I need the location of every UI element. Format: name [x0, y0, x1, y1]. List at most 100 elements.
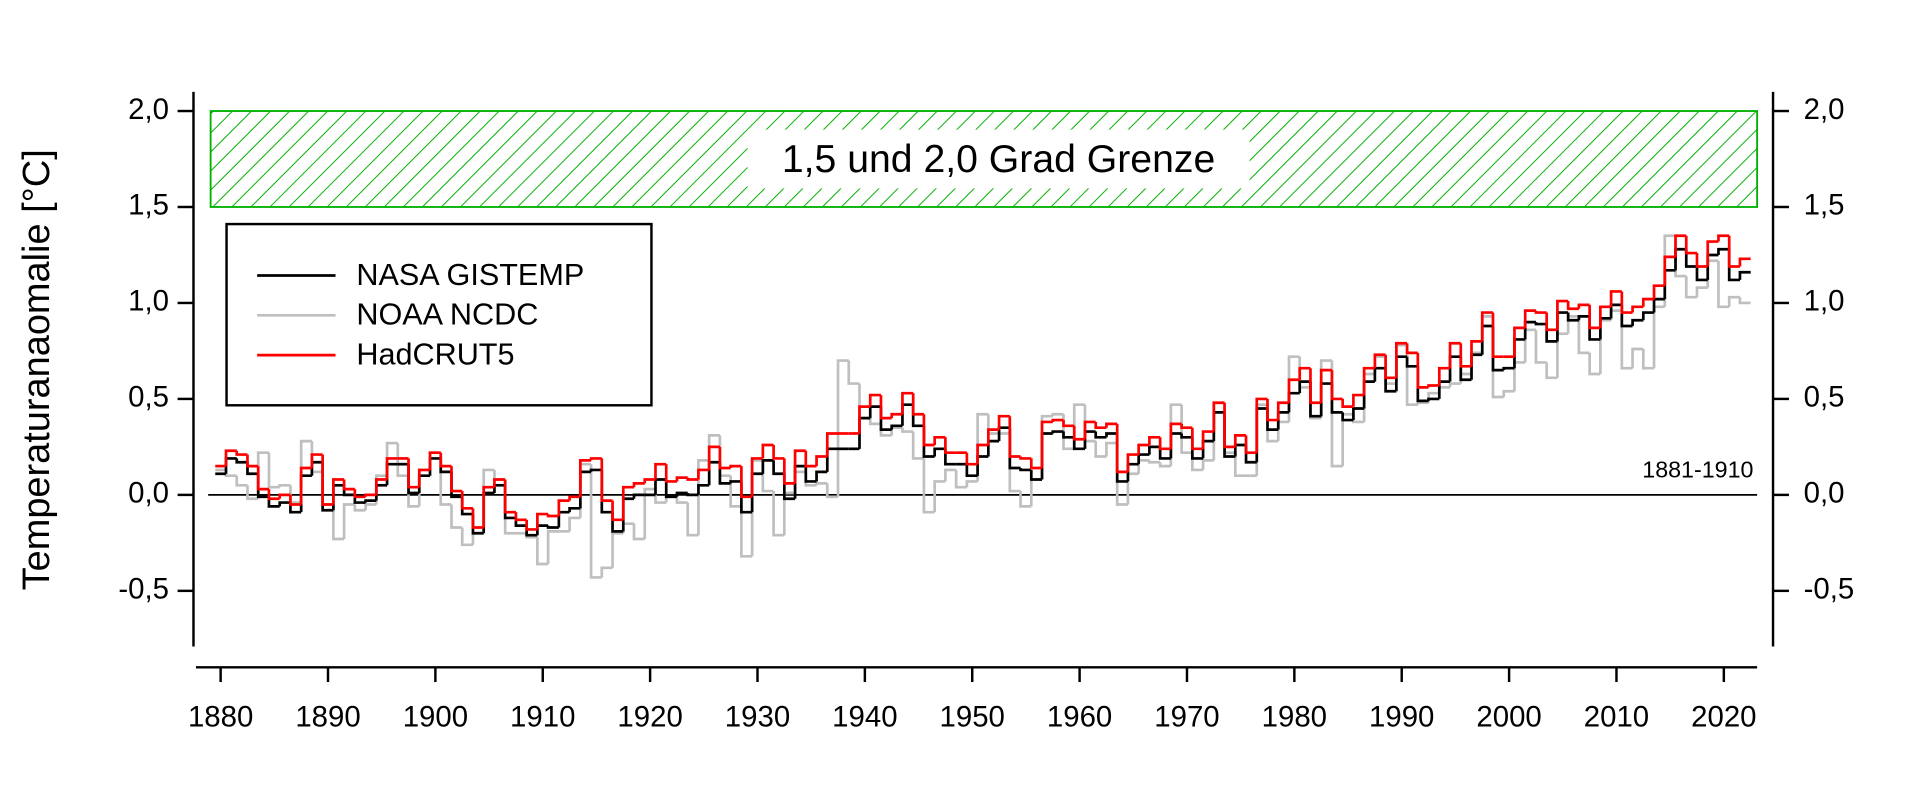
step-segment [632, 493, 645, 499]
step-segment [1459, 356, 1472, 382]
step-segment [890, 426, 903, 436]
step-segment [901, 403, 914, 426]
step-segment [600, 458, 613, 502]
step-segment [1641, 297, 1655, 307]
step-segment [611, 531, 624, 568]
step-segment [1480, 311, 1493, 342]
step-segment [1148, 445, 1161, 455]
step-segment [471, 531, 484, 545]
step-segment [1577, 315, 1590, 321]
step-segment [1062, 431, 1075, 439]
step-segment [1276, 401, 1289, 421]
step-segment [611, 512, 624, 533]
step-segment [1191, 452, 1204, 472]
step-segment [1137, 443, 1150, 455]
step-segment [1126, 453, 1139, 472]
step-segment [707, 445, 720, 470]
step-segment [922, 458, 935, 514]
step-segment [1362, 380, 1375, 409]
step-segment [1427, 384, 1440, 388]
step-segment [1341, 412, 1354, 467]
step-segment [439, 452, 452, 506]
step-segment [557, 499, 570, 517]
step-segment [1588, 304, 1601, 330]
step-segment [568, 506, 581, 513]
x-tick-label: 1890 [295, 701, 360, 734]
step-segment [1641, 311, 1655, 321]
step-segment [450, 466, 463, 493]
step-segment [1169, 432, 1182, 459]
step-segment [256, 466, 269, 491]
step-segment [1480, 315, 1493, 353]
step-segment [986, 439, 1000, 457]
x-tick-label: 1940 [832, 701, 897, 734]
step-segment [793, 470, 806, 493]
step-segment [718, 462, 731, 485]
step-segment [1180, 423, 1193, 430]
step-segment [536, 537, 549, 566]
step-segment [1276, 420, 1289, 442]
step-segment [1706, 240, 1719, 267]
step-segment [1115, 423, 1128, 474]
step-segment [235, 458, 248, 464]
step-segment [1416, 401, 1429, 405]
step-segment [1395, 341, 1408, 378]
step-segment [278, 493, 291, 499]
step-segment [621, 497, 635, 532]
step-segment [1577, 316, 1590, 355]
step-segment [911, 393, 924, 416]
y2-tick-label: 0,5 [1804, 381, 1845, 414]
band-label: 1,5 und 2,0 Grad Grenze [782, 138, 1215, 181]
step-segment [922, 425, 935, 458]
step-segment [1470, 339, 1483, 367]
step-segment [364, 503, 377, 511]
step-segment [1169, 422, 1182, 449]
step-segment [750, 472, 763, 513]
step-segment [568, 495, 581, 501]
step-segment [1191, 427, 1204, 451]
step-segment [1029, 478, 1043, 507]
step-segment [1491, 325, 1504, 372]
step-segment [1416, 366, 1429, 403]
step-segment [407, 464, 420, 495]
step-segment [804, 466, 817, 483]
step-segment [546, 514, 559, 518]
step-segment [1717, 247, 1730, 255]
step-segment [342, 503, 355, 540]
step-segment [1556, 311, 1569, 342]
step-segment [1201, 458, 1214, 470]
step-segment [643, 478, 656, 484]
step-segment [1051, 430, 1064, 434]
step-segment [1727, 235, 1740, 268]
step-segment [407, 475, 420, 508]
step-segment [654, 462, 667, 480]
step-segment [428, 457, 441, 476]
step-segment [1309, 368, 1322, 405]
x-tick-label: 1980 [1262, 701, 1327, 734]
step-segment [1674, 235, 1687, 278]
step-segment [772, 491, 785, 537]
step-segment [697, 468, 710, 480]
y-tick-label: 1,0 [128, 285, 169, 318]
step-segment [1040, 432, 1053, 480]
step-segment [224, 457, 237, 474]
step-segment [353, 489, 366, 499]
step-segment [1244, 435, 1257, 455]
step-segment [1502, 389, 1515, 398]
step-segment [1448, 382, 1461, 388]
step-segment [1008, 427, 1021, 470]
step-segment [503, 479, 516, 535]
step-segment [332, 478, 345, 505]
step-segment [965, 464, 978, 478]
step-segment [310, 453, 323, 469]
step-segment [536, 524, 549, 536]
step-segment [332, 483, 345, 511]
step-segment [493, 478, 506, 488]
step-segment [1695, 253, 1708, 268]
x-tick-label: 1930 [725, 701, 790, 734]
step-segment [1545, 312, 1558, 332]
step-segment [1437, 366, 1451, 386]
step-segment [804, 450, 817, 468]
step-segment [1523, 309, 1536, 328]
step-segment [718, 446, 731, 470]
